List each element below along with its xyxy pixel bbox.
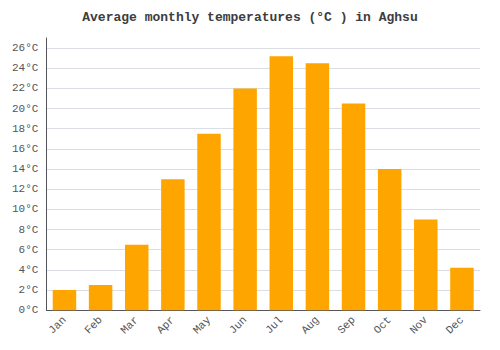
svg-text:0°C: 0°C <box>19 304 39 316</box>
svg-text:Jan: Jan <box>46 314 68 336</box>
svg-text:May: May <box>191 314 214 337</box>
svg-text:Feb: Feb <box>82 314 104 336</box>
svg-text:20°C: 20°C <box>12 103 39 115</box>
svg-text:Nov: Nov <box>408 314 431 337</box>
svg-text:Average monthly temperatures (: Average monthly temperatures (°C ) in Ag… <box>82 10 417 25</box>
svg-text:Sep: Sep <box>335 314 357 336</box>
svg-text:24°C: 24°C <box>12 62 39 74</box>
svg-text:Jul: Jul <box>263 314 285 336</box>
svg-text:22°C: 22°C <box>12 82 39 94</box>
svg-text:Apr: Apr <box>155 314 177 336</box>
svg-text:10°C: 10°C <box>12 203 39 215</box>
svg-text:12°C: 12°C <box>12 183 39 195</box>
svg-text:14°C: 14°C <box>12 163 39 175</box>
svg-text:Jun: Jun <box>227 314 249 336</box>
svg-text:26°C: 26°C <box>12 42 39 54</box>
svg-text:18°C: 18°C <box>12 123 39 135</box>
svg-text:2°C: 2°C <box>19 284 39 296</box>
svg-text:Aug: Aug <box>299 314 321 336</box>
svg-text:4°C: 4°C <box>19 264 39 276</box>
svg-text:Dec: Dec <box>444 314 466 336</box>
svg-text:8°C: 8°C <box>19 224 39 236</box>
svg-text:Oct: Oct <box>371 314 393 336</box>
svg-text:6°C: 6°C <box>19 244 39 256</box>
svg-text:16°C: 16°C <box>12 143 39 155</box>
svg-text:Mar: Mar <box>119 314 141 336</box>
